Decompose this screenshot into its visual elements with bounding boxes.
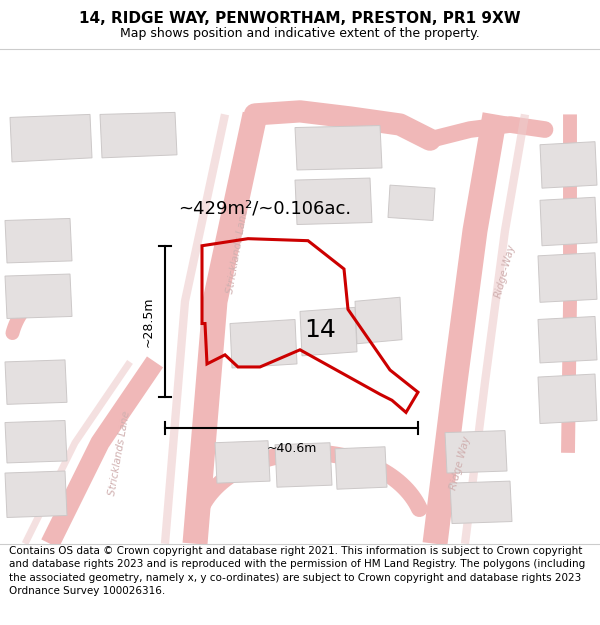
Polygon shape — [450, 481, 512, 524]
Polygon shape — [335, 447, 387, 489]
Polygon shape — [5, 360, 67, 404]
Polygon shape — [388, 185, 435, 221]
Polygon shape — [295, 126, 382, 170]
Text: ~429m²/~0.106ac.: ~429m²/~0.106ac. — [178, 199, 351, 217]
Text: 14, RIDGE WAY, PENWORTHAM, PRESTON, PR1 9XW: 14, RIDGE WAY, PENWORTHAM, PRESTON, PR1 … — [79, 11, 521, 26]
Text: ~40.6m: ~40.6m — [266, 442, 317, 455]
Polygon shape — [295, 178, 372, 224]
Text: Map shows position and indicative extent of the property.: Map shows position and indicative extent… — [120, 27, 480, 40]
Polygon shape — [445, 431, 507, 473]
Polygon shape — [275, 442, 332, 487]
Text: Stricklands Lane: Stricklands Lane — [226, 208, 250, 294]
Polygon shape — [538, 316, 597, 363]
Polygon shape — [538, 374, 597, 424]
Text: ~28.5m: ~28.5m — [142, 296, 155, 347]
Text: Ridge-Way: Ridge-Way — [493, 243, 517, 299]
Polygon shape — [355, 298, 402, 344]
Text: Stricklands Lane: Stricklands Lane — [107, 409, 133, 496]
Polygon shape — [5, 471, 67, 518]
Text: Contains OS data © Crown copyright and database right 2021. This information is : Contains OS data © Crown copyright and d… — [9, 546, 585, 596]
Polygon shape — [540, 142, 597, 188]
Polygon shape — [215, 441, 270, 483]
Polygon shape — [540, 198, 597, 246]
Polygon shape — [5, 421, 67, 463]
Text: Ridge Way: Ridge Way — [448, 435, 472, 491]
Polygon shape — [300, 308, 357, 356]
Polygon shape — [100, 112, 177, 158]
Polygon shape — [5, 219, 72, 263]
Polygon shape — [538, 253, 597, 302]
Polygon shape — [230, 319, 297, 368]
Polygon shape — [5, 274, 72, 319]
Polygon shape — [10, 114, 92, 162]
Text: 14: 14 — [304, 318, 336, 342]
